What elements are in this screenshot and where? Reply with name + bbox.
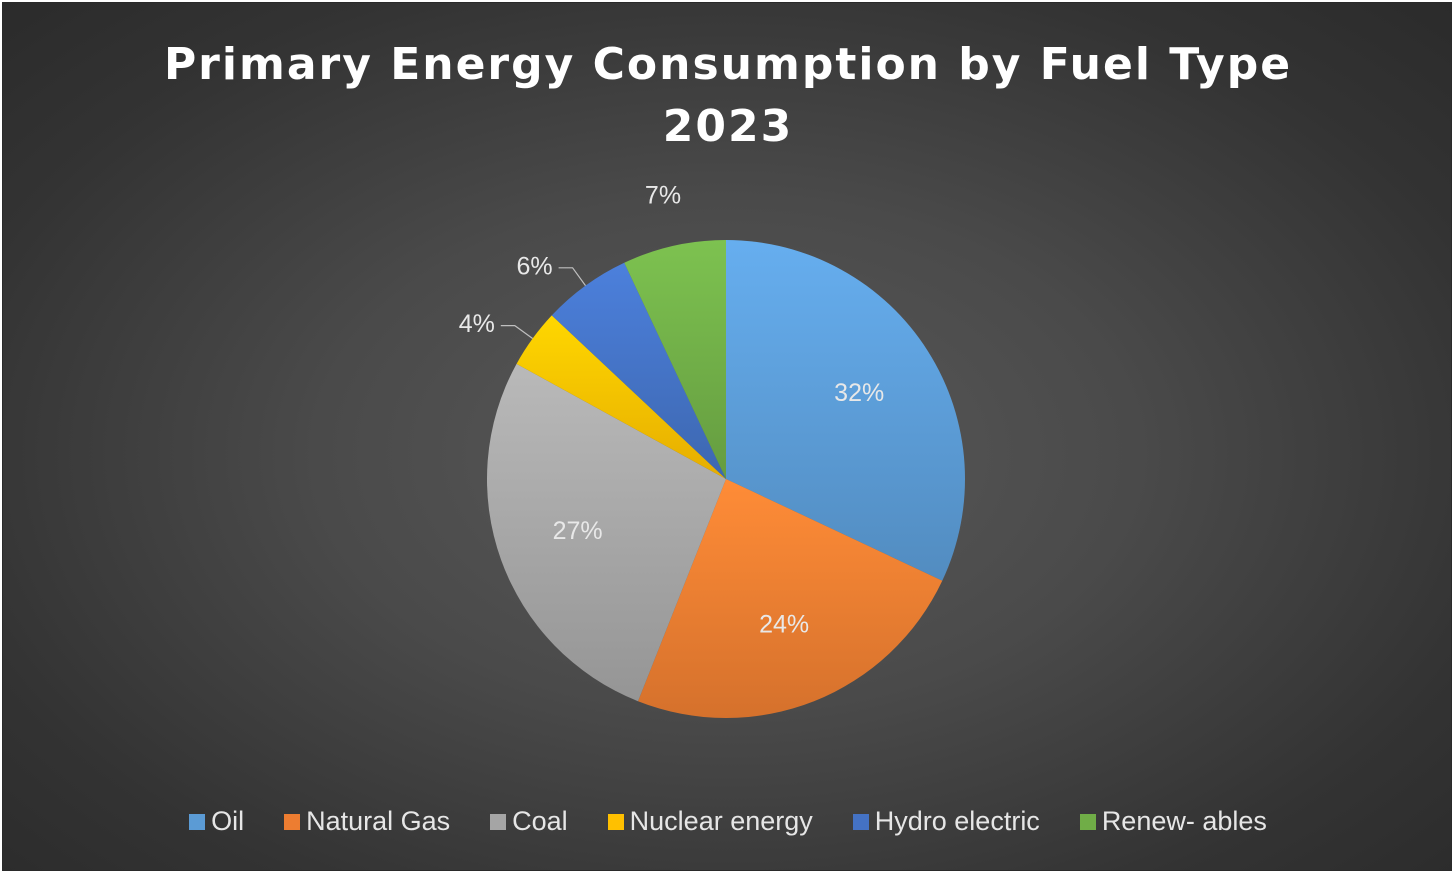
legend-label: Natural Gas — [306, 806, 451, 836]
legend-label: Nuclear energy — [629, 806, 813, 836]
legend-swatch — [189, 813, 206, 830]
legend-item: Hydro electric — [852, 806, 1040, 837]
pie-slice-nuclear-energy — [516, 315, 726, 479]
pie-slice-oil — [726, 240, 965, 581]
data-label: 32% — [834, 379, 884, 407]
pie-slice-renew-ables — [624, 240, 726, 479]
pie-slice-coal — [486, 363, 726, 702]
legend-item: Coal — [490, 806, 568, 837]
pie-slice-hydro-electric — [551, 262, 726, 479]
chart-subtitle: 2023 — [662, 101, 794, 152]
pie-slice-natural-gas — [638, 479, 943, 719]
legend-swatch — [490, 813, 507, 830]
legend-item: Renew- ables — [1079, 806, 1267, 837]
legend-swatch — [852, 813, 869, 830]
data-label: 27% — [553, 517, 603, 545]
data-label: 24% — [759, 610, 809, 638]
legend-item: Oil — [189, 806, 244, 837]
data-label: 4% — [459, 310, 495, 338]
chart-title: Primary Energy Consumption by Fuel Type — [163, 39, 1293, 90]
leader-line — [500, 325, 533, 339]
pie-chart: 32% 24% 27% 4% 6% 7% — [459, 182, 965, 719]
data-label: 7% — [645, 182, 681, 210]
data-label: 6% — [517, 252, 553, 280]
legend: Oil Natural Gas Coal Nuclear energy Hydro el… — [3, 806, 1453, 837]
legend-swatch — [607, 813, 624, 830]
legend-item: Natural Gas — [284, 806, 450, 837]
legend-item: Nuclear energy — [607, 806, 813, 837]
legend-label: Renew- ables — [1101, 806, 1267, 836]
legend-swatch — [1079, 813, 1096, 830]
legend-label: Hydro electric — [874, 806, 1040, 836]
legend-swatch — [284, 813, 301, 830]
leader-line — [558, 267, 586, 286]
legend-label: Coal — [512, 806, 568, 836]
legend-label: Oil — [211, 806, 245, 836]
